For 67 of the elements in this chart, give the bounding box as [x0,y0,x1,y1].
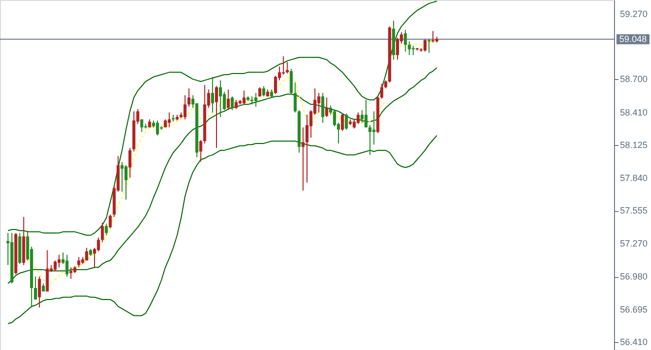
candlestick [215,86,218,149]
y-tick-label: 58.410 [620,107,648,118]
candlestick [333,110,336,127]
y-tick-label: 56.695 [620,304,648,314]
candlestick [364,99,368,128]
candlestick [254,92,258,108]
candlestick [408,40,411,56]
candlestick [340,113,344,132]
y-tick-label: 58.700 [620,74,648,84]
candlestick [140,118,144,132]
candlestick [242,90,246,105]
candlestick [325,97,328,118]
y-tick-label: 57.270 [620,238,648,248]
candlestick [360,110,364,124]
candlestick [372,110,376,146]
y-tick-label: 58.125 [620,140,648,150]
y-tick-label: 56.980 [620,272,648,282]
candlestick [352,118,356,130]
candlestick [317,92,320,113]
candlestick [234,99,238,110]
candlestick [128,148,132,178]
candlestick [302,126,305,191]
y-tick-label: 59.270 [620,8,648,19]
candlestick [34,276,37,300]
candlestick [77,256,80,268]
candlestick [404,29,407,52]
candlestick [211,76,214,113]
candlestick [321,92,324,124]
candlestick [187,88,190,108]
candlestick [58,254,61,268]
candlestick [230,96,234,111]
candlestick [184,94,187,120]
line-series [7,134,438,324]
candlestick [156,120,159,136]
candlestick [396,37,399,60]
candlestick [380,83,384,100]
ref-line-label: 59.048 [619,34,647,44]
candlestick [424,38,427,52]
candlestick [226,89,230,111]
candlestick [120,161,124,192]
candlestick [412,45,415,56]
candlestick [168,112,171,128]
candlestick [427,38,430,54]
candlestick [286,61,289,74]
y-tick-label: 57.555 [620,206,648,216]
candlestick [344,113,348,130]
candlestick [262,86,266,97]
candlestick [46,250,49,292]
candlestick [96,237,100,252]
candlestick [431,30,434,43]
candlestick [124,164,128,200]
candlestick [85,247,88,261]
candlestick [54,260,57,272]
candlestick [218,80,222,118]
candlestick [306,114,308,183]
candlestick [368,124,372,156]
candlestick [38,276,41,308]
line-series [7,0,438,236]
y-tick-label: 57.840 [620,172,648,183]
candlestick [222,91,226,111]
candlestick [65,254,68,278]
candlestick [100,222,104,243]
y-tick-label: 56.410 [620,336,648,347]
candlestick [104,223,108,236]
candlestick [356,112,360,124]
candlestick [258,86,262,97]
candlestick [274,75,278,95]
